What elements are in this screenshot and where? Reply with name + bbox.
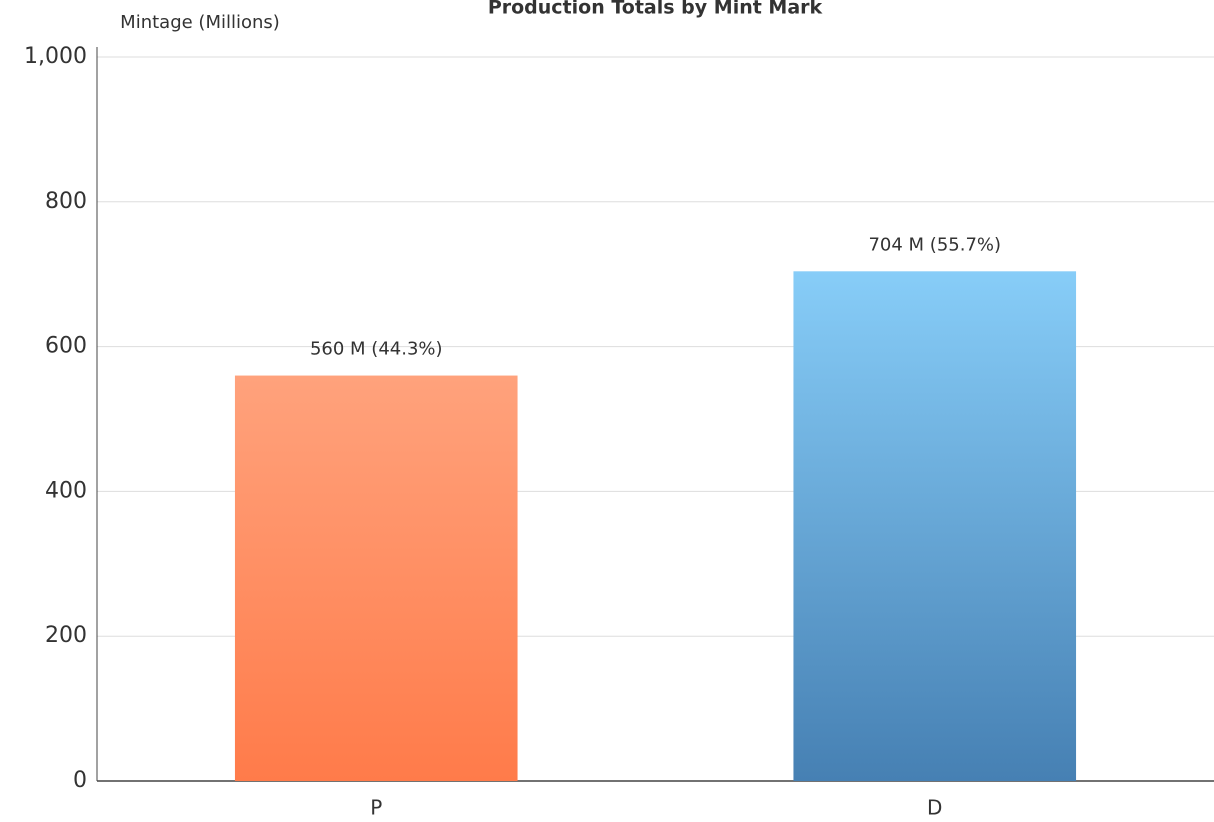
y-tick-label: 0 [73,768,87,793]
y-tick-label: 1,000 [24,44,87,69]
y-axis-label: Mintage (Millions) [120,12,280,33]
chart-title: Production Totals by Mint Mark [488,0,823,19]
page: Production Totals by Mint Mark Mintage (… [0,0,1214,822]
x-tick-label: D [927,796,942,820]
bar [235,376,518,781]
y-tick-label: 600 [45,334,87,359]
y-tick-label: 400 [45,478,87,503]
x-tick-label: P [370,796,382,820]
y-tick-label: 200 [45,623,87,648]
y-tick-label: 800 [45,189,87,214]
chart: Production Totals by Mint Mark Mintage (… [0,0,1214,822]
value-label: 560 M (44.3%) [310,339,443,360]
value-label: 704 M (55.7%) [868,234,1001,255]
bar [793,271,1076,781]
